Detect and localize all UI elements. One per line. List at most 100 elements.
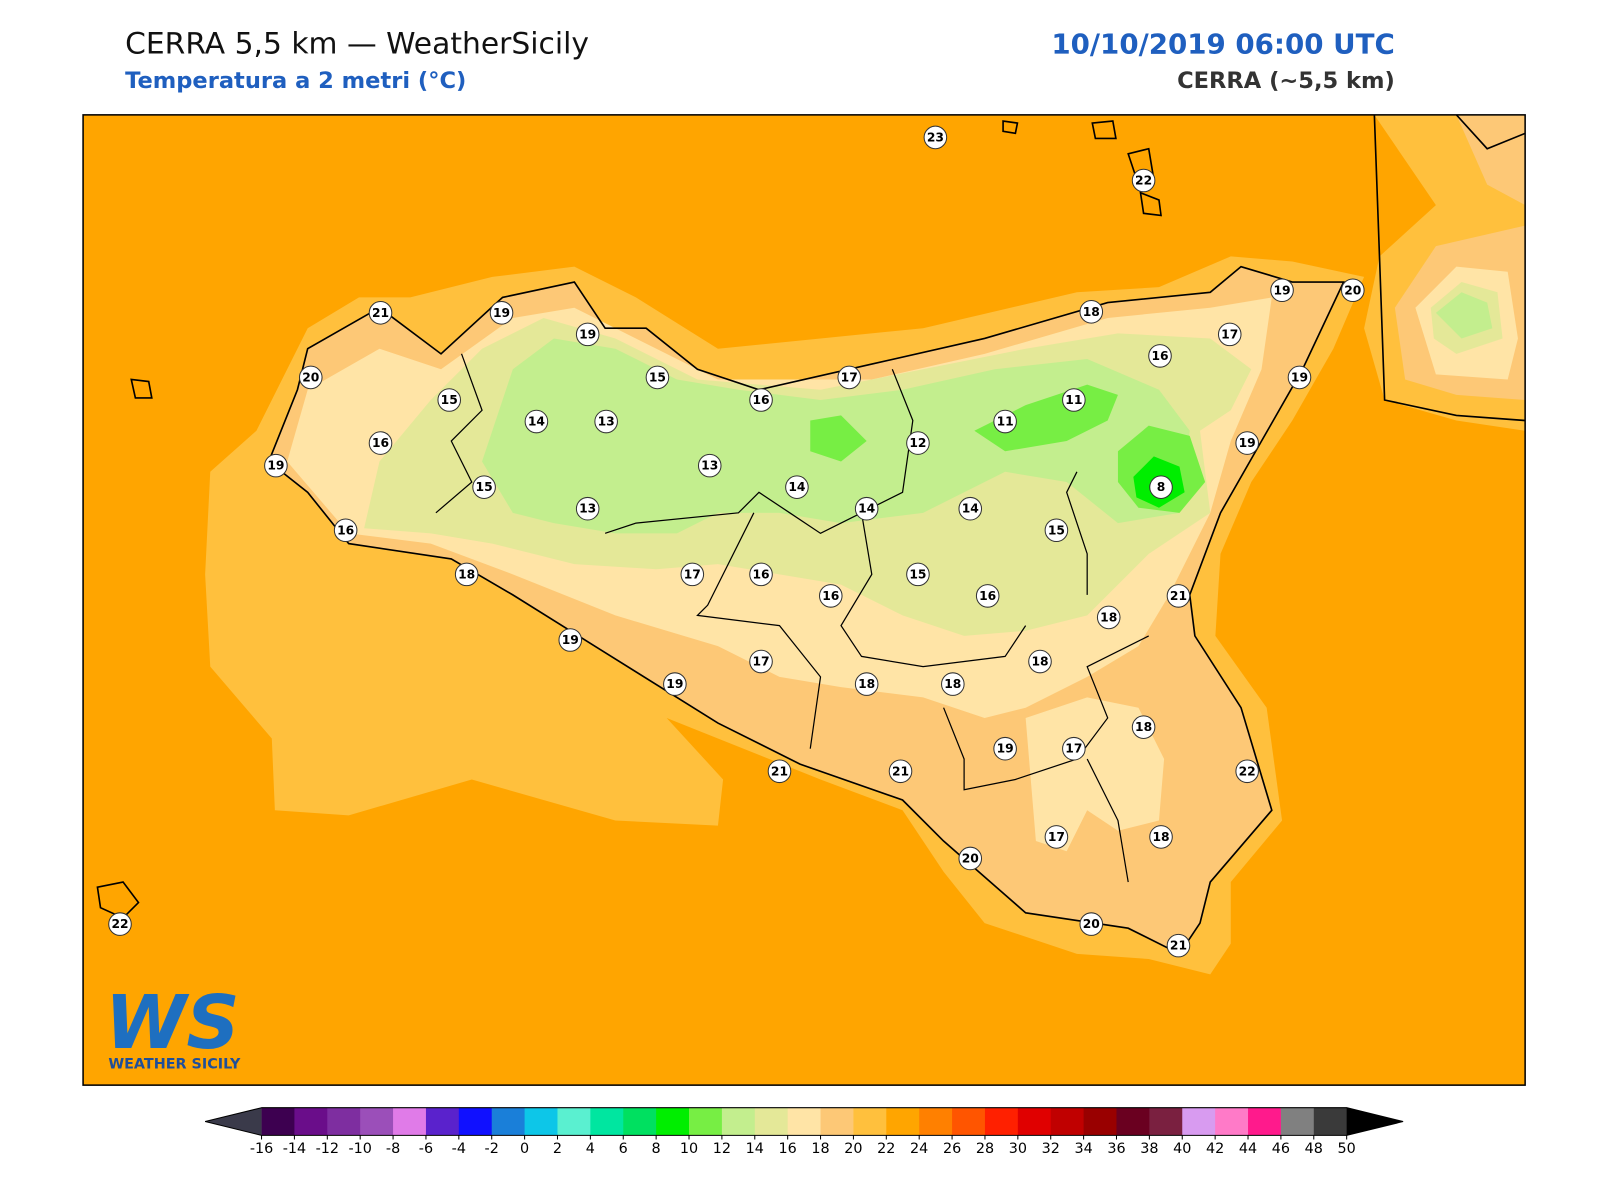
station: 15 <box>906 562 930 587</box>
station: 19 <box>575 322 600 347</box>
colorbar-swatch <box>590 1107 624 1136</box>
station: 19 <box>489 301 514 325</box>
station: 16 <box>818 584 843 608</box>
station-value: 20 <box>1083 917 1100 931</box>
station-value: 21 <box>372 306 389 320</box>
station-value: 18 <box>1031 655 1048 669</box>
station: 20 <box>958 846 983 871</box>
colorbar-over <box>1346 1107 1404 1136</box>
station-value: 21 <box>771 764 788 778</box>
station: 15 <box>1044 518 1069 543</box>
station-marker <box>749 562 773 587</box>
station-value: 16 <box>1151 349 1168 363</box>
station-value: 17 <box>1065 742 1082 756</box>
station-marker <box>1044 825 1069 849</box>
colorbar-tick-label: 42 <box>1206 1141 1224 1157</box>
station-value: 22 <box>1135 174 1152 188</box>
station: 16 <box>368 431 393 455</box>
station-marker <box>975 584 1000 608</box>
station-value: 12 <box>909 436 926 450</box>
colorbar-swatch <box>261 1107 295 1136</box>
station: 16 <box>333 518 358 543</box>
colorbar-tick-label: 36 <box>1107 1141 1125 1157</box>
colorbar-tick-label: 50 <box>1338 1141 1356 1157</box>
station-marker <box>1062 388 1086 412</box>
station-marker <box>1149 475 1173 499</box>
colorbar-swatch <box>1248 1107 1282 1136</box>
station-marker <box>1028 649 1052 674</box>
station-marker <box>368 301 393 325</box>
station: 22 <box>1131 168 1156 193</box>
station-marker <box>837 365 862 390</box>
station-value: 18 <box>1135 720 1152 734</box>
station-value: 20 <box>1344 283 1361 297</box>
colorbar-tick-label: 32 <box>1042 1141 1060 1157</box>
logo-name: WEATHER SICILY <box>108 1057 241 1073</box>
station: 11 <box>993 409 1017 434</box>
colorbar-swatch <box>656 1107 690 1136</box>
colorbar-swatch <box>1313 1107 1348 1136</box>
colorbar-swatch <box>524 1107 558 1136</box>
station: 16 <box>1148 344 1172 368</box>
station-marker <box>1062 736 1086 761</box>
station-value: 19 <box>579 327 596 341</box>
station: 17 <box>837 365 862 390</box>
station-marker <box>472 475 496 499</box>
colorbar-swatch <box>952 1107 986 1136</box>
station-marker <box>1079 912 1104 936</box>
station-marker <box>749 649 773 674</box>
colorbar-tick-label: 16 <box>779 1141 797 1157</box>
colorbar-swatch <box>491 1107 526 1136</box>
colorbar-swatch <box>919 1107 953 1136</box>
colorbar-swatch <box>360 1107 394 1136</box>
colorbar-tick-label: -16 <box>250 1141 273 1157</box>
station-value: 17 <box>684 567 701 581</box>
logo-mark: WS <box>105 980 240 1066</box>
station: 21 <box>1166 584 1191 608</box>
station-marker <box>854 496 879 521</box>
station-value: 17 <box>1048 830 1065 844</box>
station-value: 14 <box>528 415 545 429</box>
station: 8 <box>1149 475 1173 499</box>
station: 15 <box>437 388 462 412</box>
colorbar-swatch <box>1083 1107 1118 1136</box>
station-marker <box>489 301 514 325</box>
station: 15 <box>645 365 670 390</box>
colorbar-tick-label: 20 <box>844 1141 862 1157</box>
station: 18 <box>1028 649 1052 674</box>
station-marker <box>1287 365 1312 390</box>
colorbar-tick-label: 6 <box>619 1141 628 1157</box>
colorbar-swatch <box>689 1107 723 1136</box>
title: CERRA 5,5 km — WeatherSicily <box>125 26 589 61</box>
station: 21 <box>1166 933 1191 958</box>
station-value: 16 <box>752 567 769 581</box>
station-marker <box>1131 715 1156 739</box>
station: 19 <box>1287 365 1312 390</box>
station-value: 19 <box>1273 283 1290 297</box>
station-value: 20 <box>302 370 319 384</box>
station-marker <box>663 672 687 696</box>
colorbar-tick-label: -6 <box>419 1141 433 1157</box>
colorbar-swatch <box>1149 1107 1183 1136</box>
station-value: 17 <box>752 655 769 669</box>
station: 16 <box>749 388 773 412</box>
station-marker <box>333 518 358 543</box>
station-value: 16 <box>372 436 389 450</box>
station-marker <box>368 431 393 455</box>
station: 19 <box>558 628 583 652</box>
station-value: 19 <box>267 459 284 473</box>
station-marker <box>958 496 983 521</box>
station-marker <box>993 736 1017 761</box>
map-frame <box>82 114 1526 1086</box>
colorbar-swatch <box>787 1107 822 1136</box>
station: 21 <box>368 301 393 325</box>
colorbar-tick-label: 10 <box>680 1141 698 1157</box>
station-marker <box>558 628 583 652</box>
station-marker <box>1079 300 1104 324</box>
station: 18 <box>941 672 965 696</box>
station-marker <box>454 562 479 587</box>
colorbar-swatch <box>754 1107 789 1136</box>
colorbar-swatch <box>327 1107 361 1136</box>
station-marker <box>941 672 965 696</box>
